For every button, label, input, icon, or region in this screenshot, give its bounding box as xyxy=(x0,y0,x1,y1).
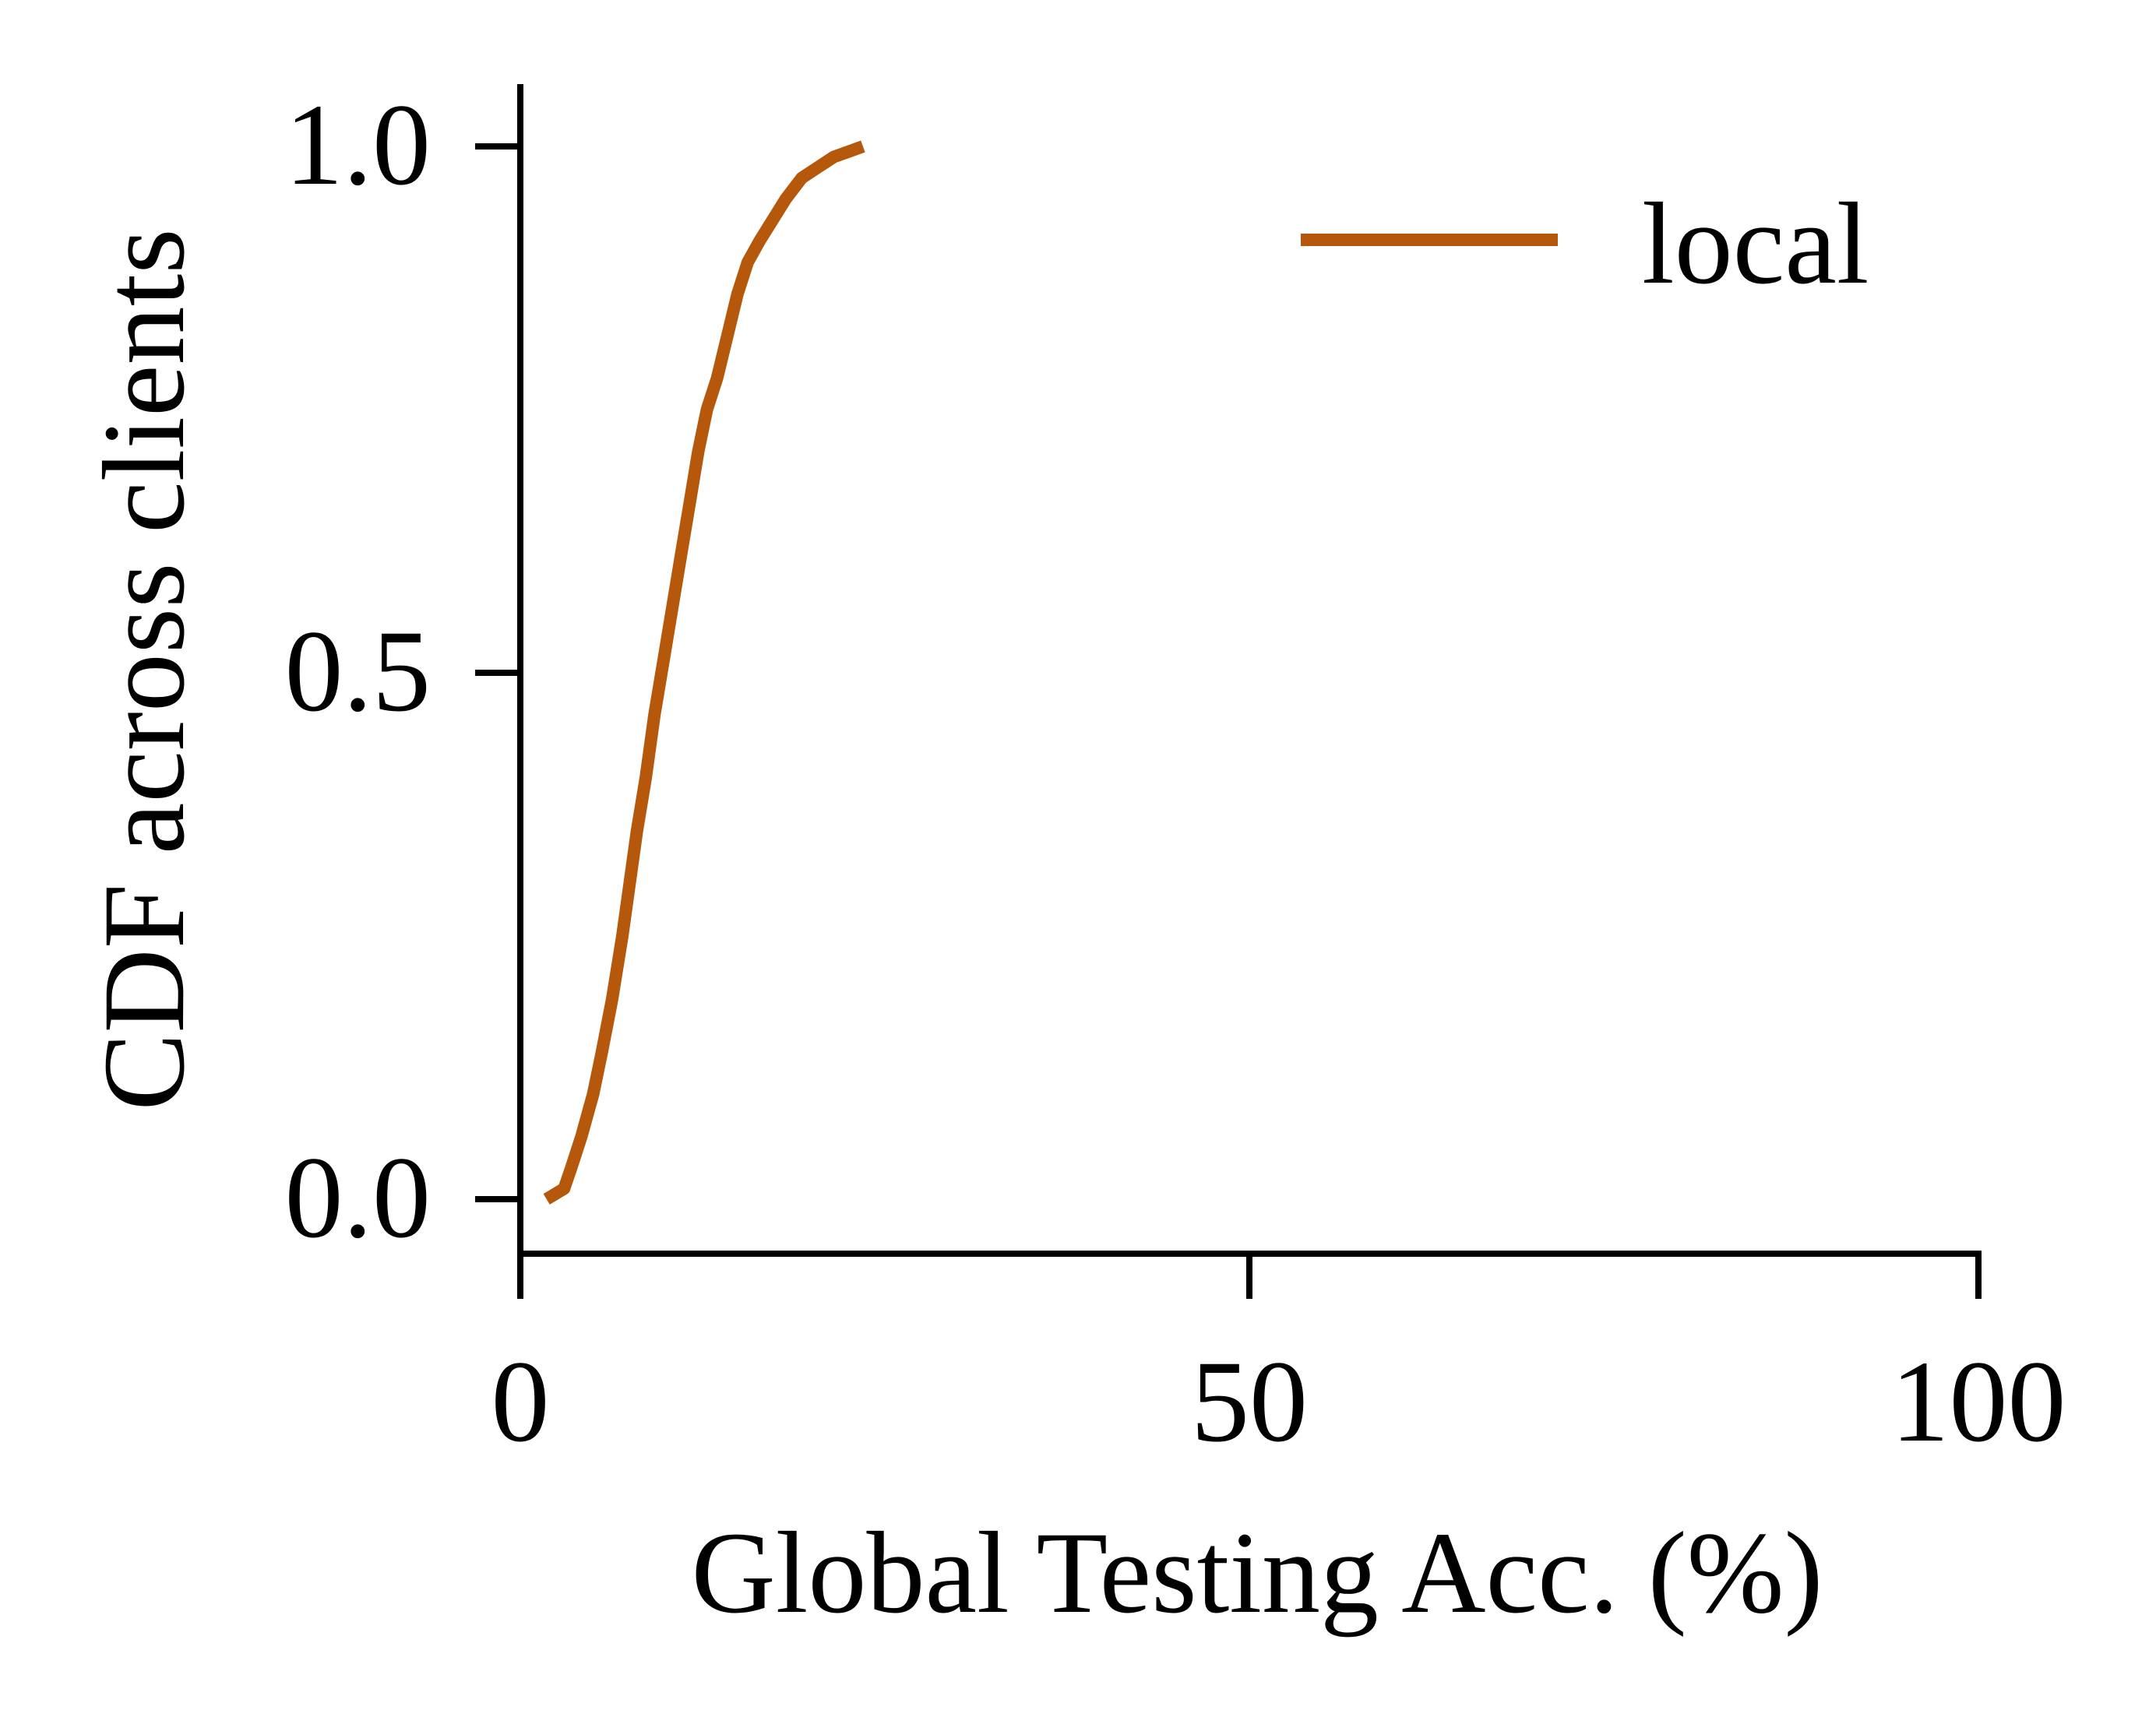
y-axis-label: CDF across clients xyxy=(79,228,209,1110)
y-tick-label: 0.5 xyxy=(285,607,432,736)
legend: local xyxy=(1301,179,1869,308)
y-tick-label: 0.0 xyxy=(285,1133,432,1262)
y-tick-label: 1.0 xyxy=(285,80,432,209)
x-tick-label: 50 xyxy=(1191,1337,1308,1466)
x-ticks: 0 50 100 xyxy=(491,1254,2066,1466)
x-tick-label: 100 xyxy=(1891,1337,2066,1466)
y-ticks: 0.0 0.5 1.0 xyxy=(285,80,520,1262)
legend-label: local xyxy=(1642,179,1869,308)
series-group xyxy=(543,140,865,1205)
series-line-local xyxy=(543,140,865,1205)
x-tick-label: 0 xyxy=(491,1337,550,1466)
x-axis-label: Global Testing Acc. (%) xyxy=(691,1508,1823,1638)
